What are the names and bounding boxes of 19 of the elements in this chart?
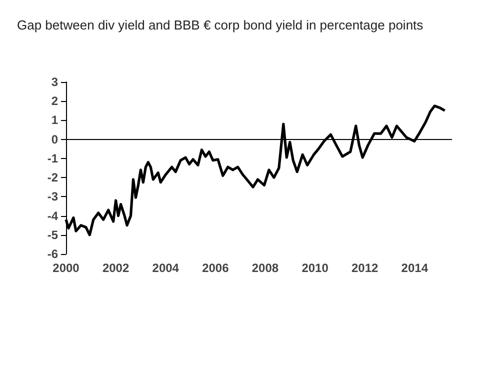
x-tick-label: 2014 bbox=[401, 261, 428, 275]
x-tick-label: 2008 bbox=[252, 261, 279, 275]
y-tick-label: -5 bbox=[47, 228, 58, 242]
y-tick-label: -3 bbox=[47, 190, 58, 204]
x-tick-label: 2000 bbox=[52, 261, 80, 275]
y-tick-label: 2 bbox=[51, 94, 58, 108]
x-tick-label: 2012 bbox=[351, 261, 379, 275]
x-tick-label: 2010 bbox=[302, 261, 329, 275]
x-tick-label: 2002 bbox=[102, 261, 130, 275]
y-tick-label: 3 bbox=[51, 75, 58, 89]
y-tick-label: -6 bbox=[47, 247, 58, 261]
y-tick-label: 1 bbox=[51, 113, 58, 128]
x-tick-label: 2004 bbox=[152, 261, 180, 275]
y-tick-label: -2 bbox=[47, 170, 58, 185]
y-tick-label: 0 bbox=[51, 132, 58, 146]
chart-title: Gap between div yield and BBB € corp bond yield in percentage points bbox=[17, 18, 424, 32]
x-tick-label: 2006 bbox=[202, 261, 230, 275]
y-tick-label: -4 bbox=[47, 208, 58, 223]
y-tick-label: -1 bbox=[47, 151, 58, 166]
